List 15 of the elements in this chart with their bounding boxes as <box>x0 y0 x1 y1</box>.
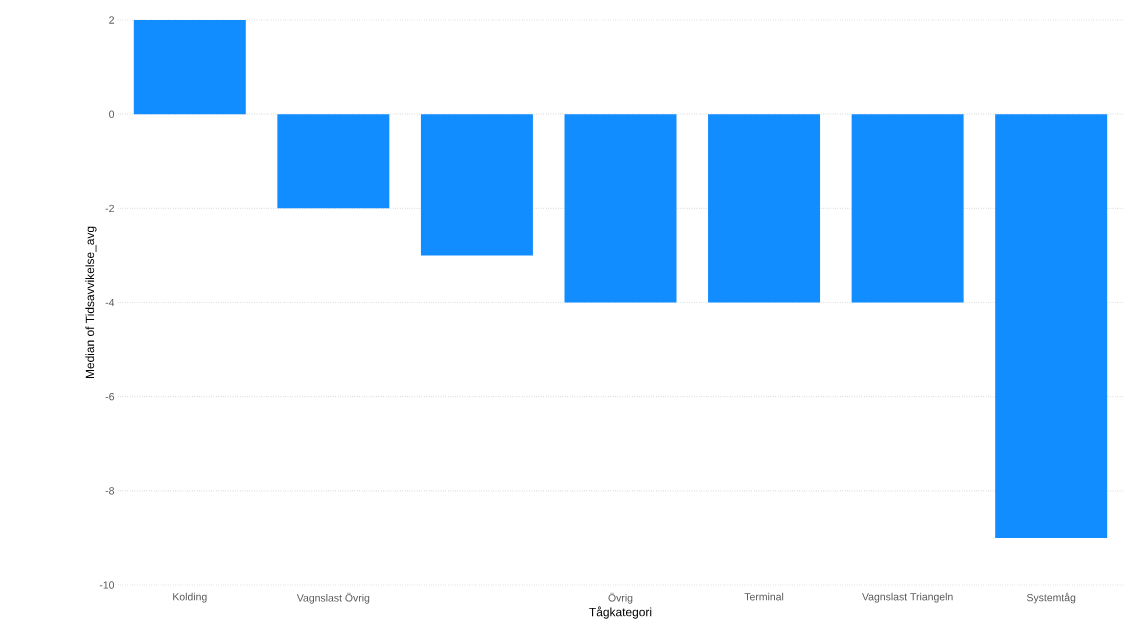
y-tick-label: -4 <box>105 298 115 307</box>
y-tick-label: -2 <box>105 204 114 212</box>
x-tick-label: Övrig <box>608 592 633 604</box>
y-tick-label: -6 <box>105 392 115 401</box>
x-axis-title: Tågkategori <box>589 606 652 619</box>
y-tick-label: 0 <box>109 110 115 118</box>
x-tick-label: Vagnslast Övrig <box>296 592 370 604</box>
y-tick-label: 2 <box>109 16 114 24</box>
x-tick-label: Terminal <box>744 592 784 601</box>
y-tick-label: -8 <box>105 487 115 495</box>
x-tick-label: Systemtåg <box>1026 592 1076 604</box>
y-axis-title: Median of Tidsavvikelse_avg <box>85 226 97 379</box>
x-tick-label: Vagnslast Triangeln <box>862 592 953 603</box>
y-tick-label: -10 <box>99 581 115 589</box>
x-tick-label: Kolding <box>173 592 207 603</box>
